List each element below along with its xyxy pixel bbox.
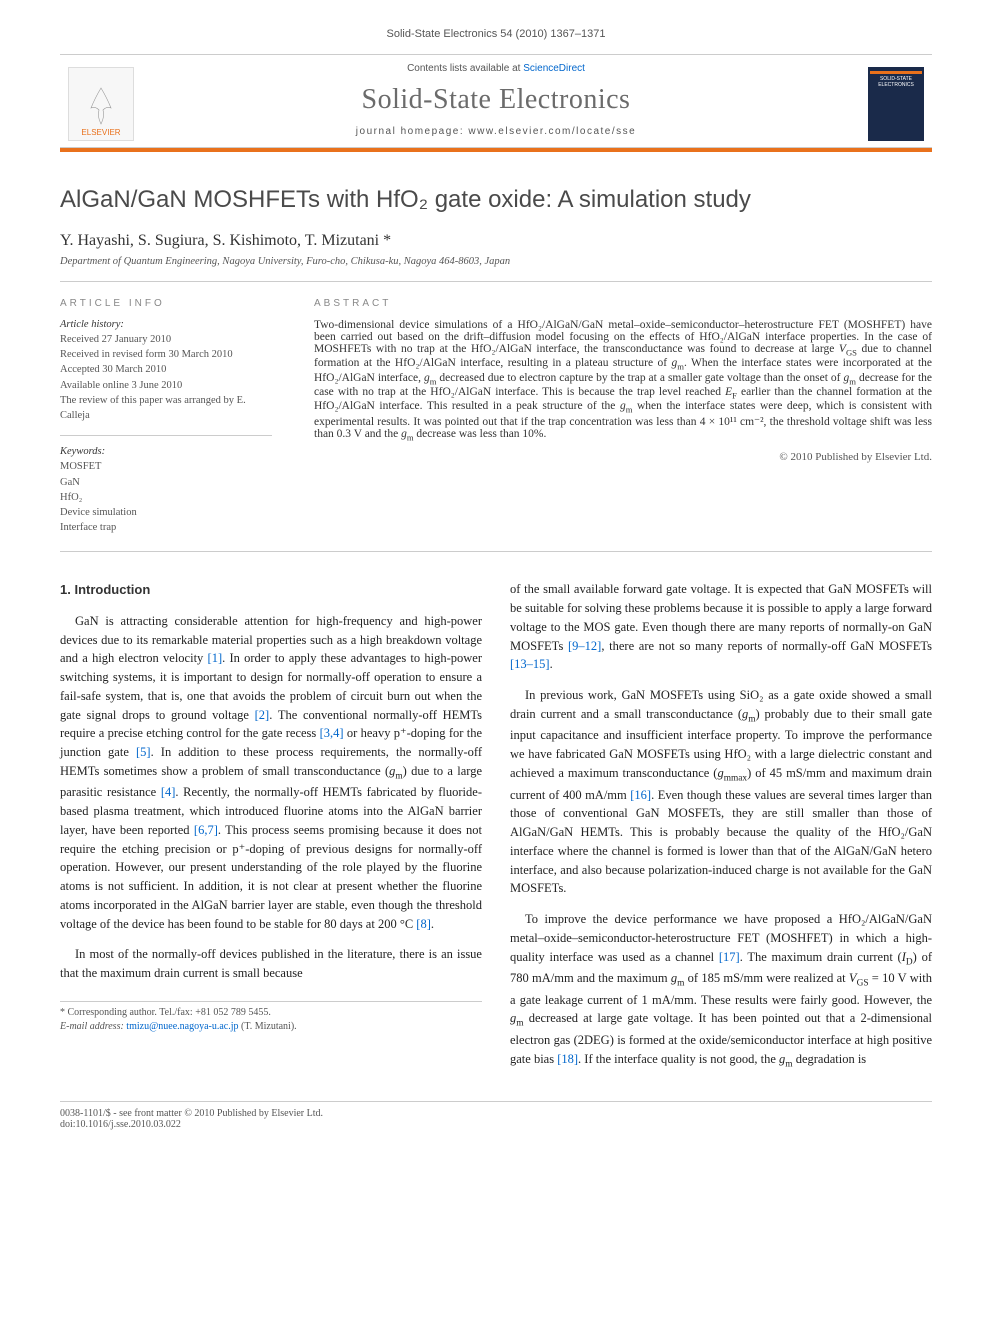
history-item: Accepted 30 March 2010 bbox=[60, 362, 272, 377]
history-item: Received 27 January 2010 bbox=[60, 332, 272, 347]
sciencedirect-link[interactable]: ScienceDirect bbox=[523, 63, 585, 74]
email-link[interactable]: tmizu@nuee.nagoya-u.ac.jp bbox=[126, 1021, 238, 1032]
abstract-copyright: © 2010 Published by Elsevier Ltd. bbox=[314, 451, 932, 463]
journal-cover-thumb: SOLID-STATE ELECTRONICS bbox=[868, 67, 924, 141]
elsevier-logo: ELSEVIER bbox=[68, 67, 134, 141]
running-header: Solid-State Electronics 54 (2010) 1367–1… bbox=[0, 0, 992, 40]
cover-accent-bar bbox=[870, 71, 922, 74]
history-item: Received in revised form 30 March 2010 bbox=[60, 347, 272, 362]
body-paragraph: In most of the normally-off devices publ… bbox=[60, 945, 482, 983]
elsevier-tree-icon bbox=[81, 84, 121, 128]
keyword: GaN bbox=[60, 475, 272, 490]
page-footer: 0038-1101/$ - see front matter © 2010 Pu… bbox=[60, 1101, 932, 1130]
affiliation: Department of Quantum Engineering, Nagoy… bbox=[60, 256, 932, 267]
history-item: Available online 3 June 2010 bbox=[60, 378, 272, 393]
article-info-col: ARTICLE INFO Article history: Received 2… bbox=[60, 282, 290, 551]
abstract-label: ABSTRACT bbox=[314, 298, 932, 309]
keyword: Device simulation bbox=[60, 505, 272, 520]
right-column: of the small available forward gate volt… bbox=[510, 580, 932, 1083]
email-suffix: (T. Mizutani). bbox=[239, 1021, 297, 1032]
email-line: E-mail address: tmizu@nuee.nagoya-u.ac.j… bbox=[60, 1020, 482, 1034]
keyword: HfO₂ bbox=[60, 490, 272, 505]
contents-line: Contents lists available at ScienceDirec… bbox=[60, 63, 932, 74]
keywords-label: Keywords: bbox=[60, 446, 272, 457]
citation-text: Solid-State Electronics 54 (2010) 1367–1… bbox=[387, 28, 606, 40]
title-block: AlGaN/GaN MOSHFETs with HfO₂ gate oxide:… bbox=[60, 186, 932, 267]
front-matter-line: 0038-1101/$ - see front matter © 2010 Pu… bbox=[60, 1108, 323, 1119]
keyword: Interface trap bbox=[60, 520, 272, 535]
section-heading-intro: 1. Introduction bbox=[60, 580, 482, 600]
contents-prefix: Contents lists available at bbox=[407, 63, 523, 74]
abstract-col: ABSTRACT Two-dimensional device simulati… bbox=[290, 282, 932, 551]
footer-left: 0038-1101/$ - see front matter © 2010 Pu… bbox=[60, 1108, 323, 1130]
keyword: MOSFET bbox=[60, 459, 272, 474]
body-paragraph: of the small available forward gate volt… bbox=[510, 580, 932, 674]
left-column: 1. Introduction GaN is attracting consid… bbox=[60, 580, 482, 1083]
body-paragraph: GaN is attracting considerable attention… bbox=[60, 612, 482, 934]
cover-title: SOLID-STATE ELECTRONICS bbox=[870, 76, 922, 88]
history-item: The review of this paper was arranged by… bbox=[60, 393, 272, 423]
journal-banner: ELSEVIER SOLID-STATE ELECTRONICS Content… bbox=[60, 54, 932, 148]
info-divider bbox=[60, 435, 272, 436]
author-list: Y. Hayashi, S. Sugiura, S. Kishimoto, T.… bbox=[60, 232, 932, 250]
corresponding-footnote: * Corresponding author. Tel./fax: +81 05… bbox=[60, 1001, 482, 1034]
article-info-label: ARTICLE INFO bbox=[60, 298, 272, 309]
email-label: E-mail address: bbox=[60, 1021, 126, 1032]
journal-homepage: journal homepage: www.elsevier.com/locat… bbox=[60, 126, 932, 137]
info-abstract-row: ARTICLE INFO Article history: Received 2… bbox=[60, 282, 932, 552]
corr-author-line: * Corresponding author. Tel./fax: +81 05… bbox=[60, 1006, 482, 1020]
elsevier-label: ELSEVIER bbox=[81, 128, 120, 137]
doi-line: doi:10.1016/j.sse.2010.03.022 bbox=[60, 1119, 323, 1130]
history-label: Article history: bbox=[60, 319, 272, 330]
body-paragraph: To improve the device performance we hav… bbox=[510, 910, 932, 1071]
journal-name: Solid-State Electronics bbox=[60, 84, 932, 116]
banner-bottom-rule bbox=[60, 148, 932, 152]
body-paragraph: In previous work, GaN MOSFETs using SiO₂… bbox=[510, 686, 932, 898]
article-title: AlGaN/GaN MOSHFETs with HfO₂ gate oxide:… bbox=[60, 186, 932, 214]
body-columns: 1. Introduction GaN is attracting consid… bbox=[60, 580, 932, 1083]
abstract-text: Two-dimensional device simulations of a … bbox=[314, 319, 932, 443]
